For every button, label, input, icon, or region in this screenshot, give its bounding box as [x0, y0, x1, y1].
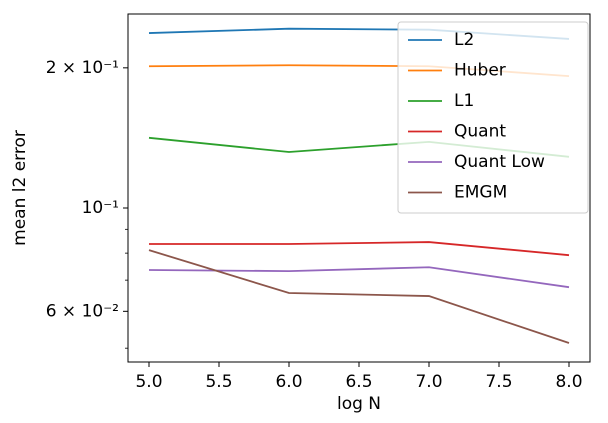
legend-box — [397, 21, 589, 214]
legend-label: Quant — [454, 122, 506, 142]
x-tick-label: 7.0 — [415, 372, 442, 392]
x-tick-label: 5.5 — [205, 372, 232, 392]
y-tick-label: 10⁻¹ — [82, 198, 119, 218]
x-tick-label: 5.0 — [135, 372, 162, 392]
y-tick-label: 6 × 10⁻² — [46, 301, 119, 321]
legend-label: Huber — [454, 61, 506, 81]
legend-label: L1 — [454, 91, 474, 111]
x-tick-label: 6.0 — [275, 372, 302, 392]
plot-frame — [127, 13, 591, 363]
legend-label: L2 — [454, 30, 474, 50]
legend-label: Quant Low — [454, 152, 545, 172]
legend-label: EMGM — [454, 183, 507, 203]
line — [148, 266, 570, 289]
line — [149, 241, 570, 257]
line — [148, 249, 570, 344]
y-tick-label: 2 × 10⁻¹ — [46, 58, 119, 78]
x-tick-label: 8.0 — [555, 372, 582, 392]
x-tick-label: 6.5 — [345, 372, 372, 392]
y-axis-label: mean l2 error — [10, 130, 30, 246]
x-axis-label: log N — [337, 394, 381, 414]
legend: L2 Huber L1 Quant Quant Low EMGM — [397, 21, 589, 214]
x-tick-label: 7.5 — [485, 372, 512, 392]
